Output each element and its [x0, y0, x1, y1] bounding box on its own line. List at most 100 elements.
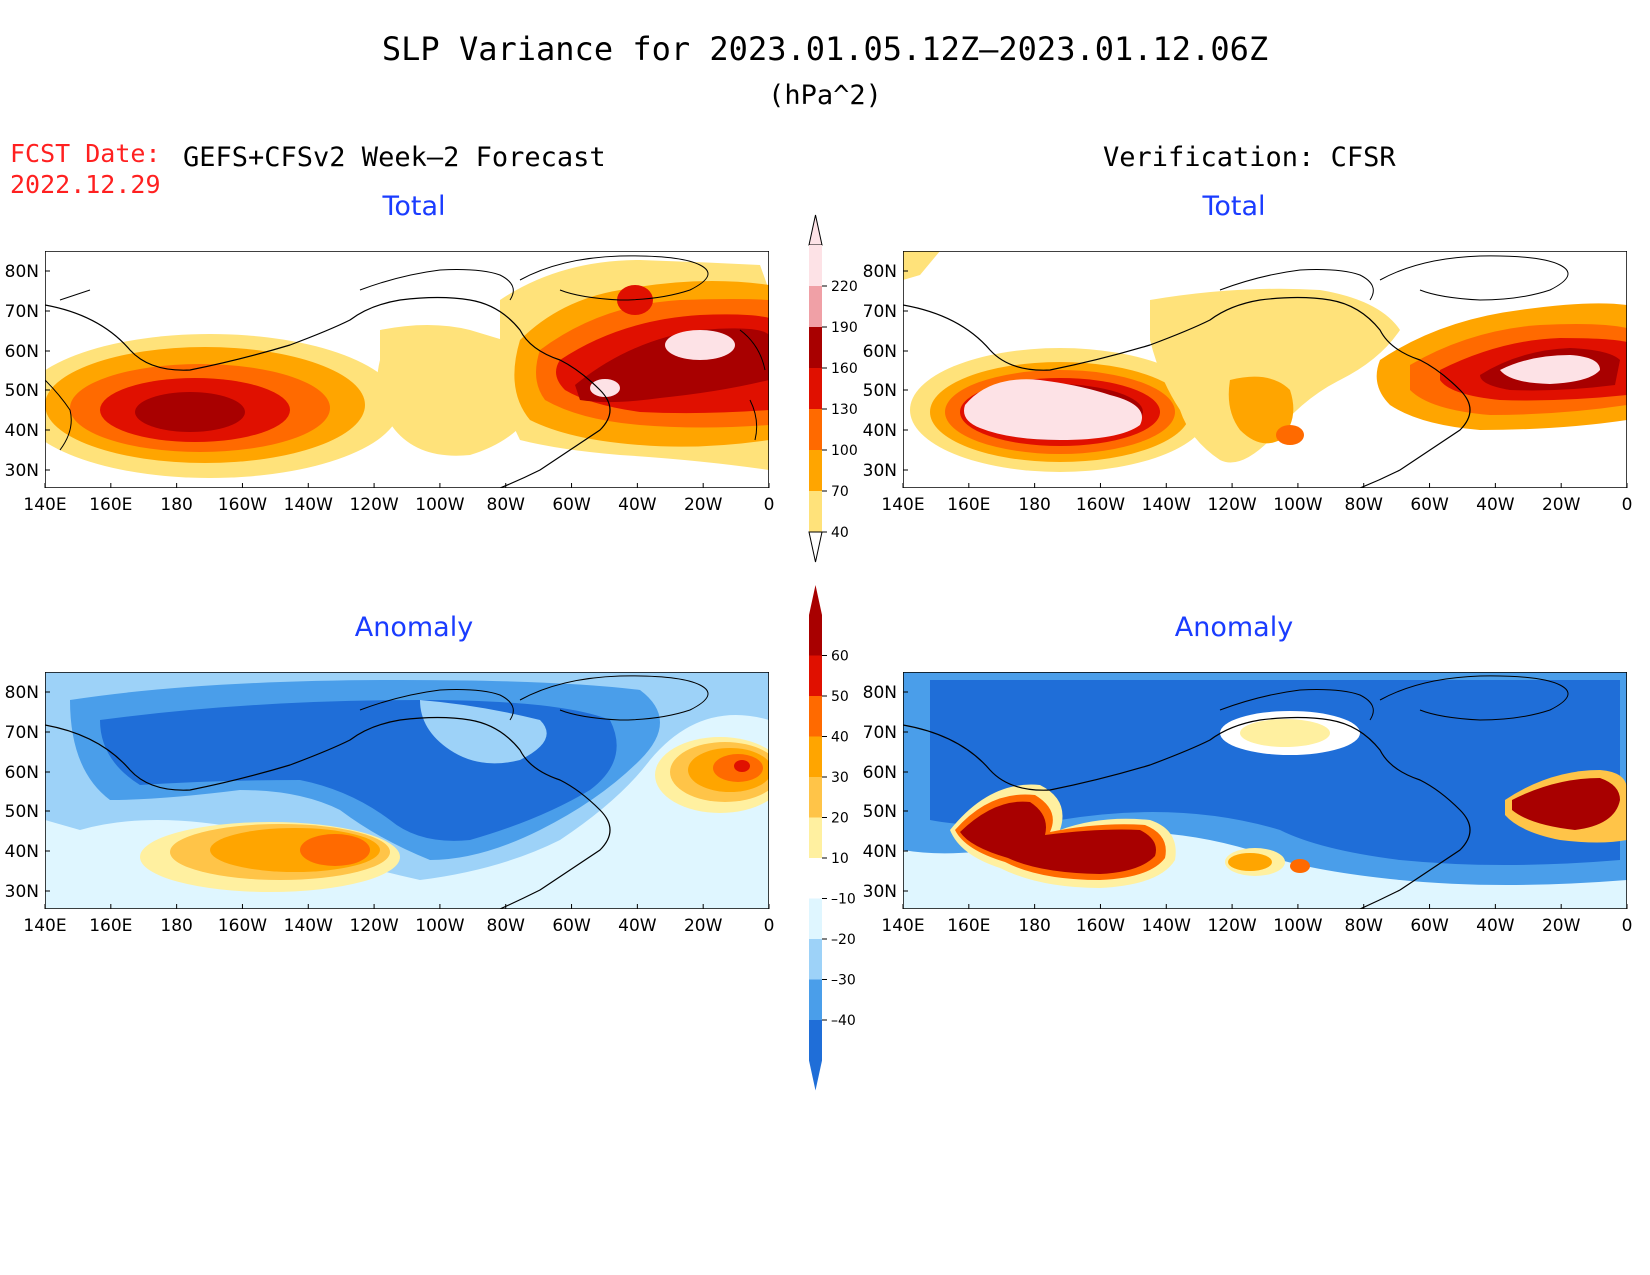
lon-tick-label: 180	[160, 916, 192, 936]
anomaly-colorbar-label: 60	[831, 649, 849, 665]
lat-tick-label: 50N	[863, 381, 897, 401]
lon-tick-label: 140E	[23, 495, 66, 515]
lon-tick-label: 160W	[1076, 495, 1125, 515]
lon-tick-label: 120W	[1207, 495, 1256, 515]
lat-tick-label: 70N	[863, 302, 897, 322]
lon-tick-label: 0	[764, 495, 775, 515]
lon-tick-label: 120W	[1207, 916, 1256, 936]
verification-anomaly-map	[903, 672, 1627, 909]
lat-tick-label: 80N	[863, 683, 897, 703]
forecast-anomaly-title: Anomaly	[354, 612, 474, 643]
lon-tick-label: 0	[764, 916, 775, 936]
lon-tick-label: 0	[1622, 495, 1633, 515]
total-colorbar-swatch	[809, 450, 822, 491]
fcst-date-value: 2022.12.29	[10, 170, 161, 199]
lat-tick-label: 40N	[5, 842, 39, 862]
lon-tick-label: 180	[1018, 495, 1050, 515]
anomaly-colorbar-swatch	[809, 858, 822, 899]
verification-total-map	[903, 251, 1627, 488]
lon-tick-label: 160W	[218, 495, 267, 515]
lon-tick-label: 120W	[349, 916, 398, 936]
total-colorbar-swatch	[809, 286, 822, 327]
lon-tick-label: 120W	[349, 495, 398, 515]
figure-title: SLP Variance for 2023.01.05.12Z–2023.01.…	[381, 30, 1269, 68]
lon-tick-label: 180	[160, 495, 192, 515]
lon-tick-label: 140E	[881, 916, 924, 936]
lat-tick-label: 60N	[863, 342, 897, 362]
lon-tick-label: 20W	[1542, 495, 1581, 515]
lon-tick-label: 80W	[1345, 916, 1384, 936]
lat-tick-label: 30N	[863, 461, 897, 481]
lat-tick-label: 60N	[5, 342, 39, 362]
total-colorbar-label: 70	[831, 484, 849, 500]
lat-tick-label: 80N	[863, 262, 897, 282]
lon-tick-label: 180	[1018, 916, 1050, 936]
lon-tick-label: 80W	[1345, 495, 1384, 515]
lon-tick-label: 160E	[947, 495, 990, 515]
lon-tick-label: 40W	[1476, 916, 1515, 936]
lon-tick-label: 60W	[1410, 916, 1449, 936]
lon-tick-label: 160E	[89, 495, 132, 515]
lat-tick-label: 50N	[5, 381, 39, 401]
anomaly-colorbar-label: –10	[831, 892, 856, 908]
axis-labels: 140E 160E 180 160W 140W 120W 100W 80W 60W 40W 20W 0…	[5, 262, 1633, 936]
anomaly-colorbar-swatch	[809, 939, 822, 980]
lat-tick-label: 80N	[5, 683, 39, 703]
anomaly-colorbar-label: 10	[831, 851, 849, 867]
lat-tick-label: 40N	[863, 421, 897, 441]
total-colorbar-label: 100	[831, 443, 858, 459]
lon-tick-label: 100W	[1273, 495, 1322, 515]
total-colorbar-swatch	[809, 245, 822, 286]
lat-tick-label: 50N	[863, 802, 897, 822]
anomaly-colorbar-label: 20	[831, 811, 849, 827]
forecast-total-map	[45, 251, 769, 488]
lon-tick-label: 140W	[1142, 916, 1191, 936]
lon-tick-label: 100W	[415, 495, 464, 515]
total-colorbar-swatch	[809, 409, 822, 450]
anomaly-colorbar-label: –30	[831, 973, 856, 989]
lon-tick-label: 160W	[1076, 916, 1125, 936]
forecast-heading: GEFS+CFSv2 Week–2 Forecast	[183, 142, 606, 173]
lon-tick-label: 20W	[684, 495, 723, 515]
lat-tick-label: 70N	[863, 723, 897, 743]
verification-heading: Verification: CFSR	[1103, 142, 1396, 173]
lat-tick-label: 40N	[863, 842, 897, 862]
forecast-total-title: Total	[382, 191, 446, 222]
lon-tick-label: 80W	[487, 916, 526, 936]
lon-tick-label: 140W	[284, 916, 333, 936]
lon-tick-label: 160E	[89, 916, 132, 936]
anomaly-colorbar-swatch	[809, 898, 822, 939]
anomaly-colorbar-swatch	[809, 615, 822, 656]
total-colorbar-swatch	[809, 327, 822, 368]
total-colorbar-label: 220	[831, 279, 858, 295]
lon-tick-label: 40W	[618, 495, 657, 515]
anomaly-colorbar-bottom-arrow	[809, 1060, 822, 1091]
lon-tick-label: 100W	[1273, 916, 1322, 936]
lat-tick-label: 40N	[5, 421, 39, 441]
lat-tick-label: 30N	[863, 882, 897, 902]
lat-tick-label: 60N	[863, 763, 897, 783]
anomaly-colorbar-swatch	[809, 979, 822, 1020]
lat-tick-label: 30N	[5, 461, 39, 481]
verification-anomaly-title: Anomaly	[1174, 612, 1294, 643]
fcst-date-label: FCST Date:	[10, 139, 161, 168]
lon-tick-label: 140E	[881, 495, 924, 515]
anomaly-colorbar-label: 40	[831, 730, 849, 746]
anomaly-colorbar-swatch	[809, 696, 822, 737]
forecast-anomaly-map	[45, 672, 769, 909]
lon-tick-label: 60W	[1410, 495, 1449, 515]
lat-tick-label: 80N	[5, 262, 39, 282]
lat-tick-label: 30N	[5, 882, 39, 902]
total-colorbar-swatch	[809, 368, 822, 409]
total-colorbar-bottom-arrow	[808, 531, 823, 563]
anomaly-colorbar-swatch	[809, 655, 822, 696]
anomaly-colorbar-label: 50	[831, 689, 849, 705]
anomaly-colorbar-swatch	[809, 817, 822, 858]
total-colorbar-top-arrow	[808, 214, 823, 246]
total-colorbar-label: 130	[831, 402, 858, 418]
lon-tick-label: 160E	[947, 916, 990, 936]
anomaly-colorbar-swatch	[809, 777, 822, 818]
anomaly-colorbar-swatch	[809, 1020, 822, 1061]
lon-tick-label: 160W	[218, 916, 267, 936]
